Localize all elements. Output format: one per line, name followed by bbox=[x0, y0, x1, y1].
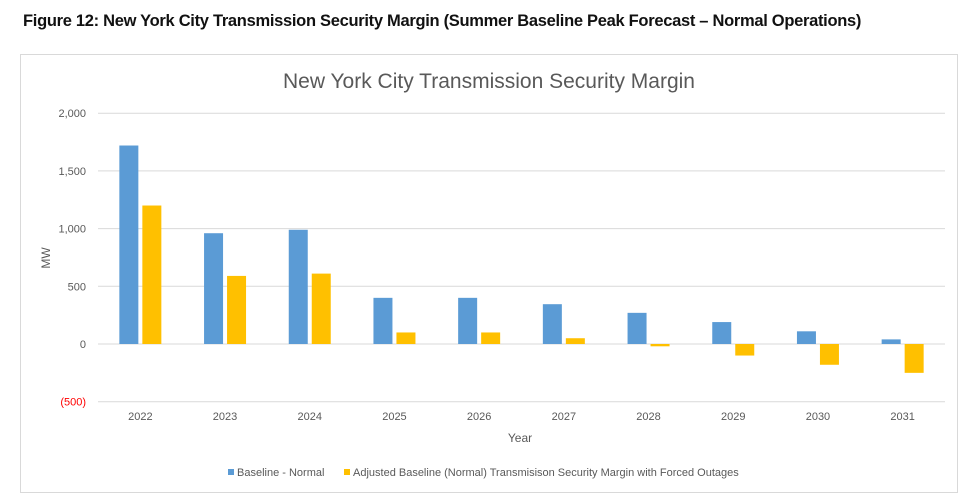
bar-adjusted-2025 bbox=[396, 332, 416, 344]
x-tick-label: 2023 bbox=[213, 411, 237, 423]
bar-baseline-2022 bbox=[119, 145, 139, 344]
y-tick-label: (500) bbox=[60, 397, 86, 409]
legend: Baseline - Normal Adjusted Baseline (Norm… bbox=[228, 467, 739, 479]
y-tick-label: 1,500 bbox=[58, 166, 86, 178]
bar-baseline-2028 bbox=[627, 312, 647, 344]
bar-adjusted-2030 bbox=[819, 344, 839, 365]
bar-baseline-2029 bbox=[712, 322, 732, 344]
bar-baseline-2030 bbox=[796, 331, 816, 344]
bar-adjusted-2028 bbox=[650, 344, 670, 347]
legend-swatch bbox=[344, 469, 350, 475]
bar-baseline-2031 bbox=[881, 339, 901, 344]
x-tick-label: 2030 bbox=[806, 411, 830, 423]
y-tick-labels: 2,000 1,500 1,000 500 0 (500) bbox=[58, 108, 86, 409]
bar-baseline-2023 bbox=[204, 233, 224, 344]
x-axis-label: Year bbox=[508, 431, 532, 445]
chart-frame bbox=[20, 54, 958, 493]
bar-adjusted-2022 bbox=[142, 205, 162, 344]
bar-baseline-2026 bbox=[458, 297, 478, 344]
bar-baseline-2024 bbox=[288, 229, 308, 344]
x-tick-label: 2024 bbox=[298, 411, 322, 423]
bar-adjusted-2026 bbox=[481, 332, 501, 344]
bars bbox=[119, 145, 924, 373]
bar-baseline-2025 bbox=[373, 297, 393, 344]
y-tick-label: 0 bbox=[80, 339, 86, 351]
y-tick-label: 1,000 bbox=[58, 224, 86, 236]
bar-adjusted-2023 bbox=[227, 275, 247, 344]
bar-baseline-2027 bbox=[542, 304, 562, 344]
x-tick-label: 2027 bbox=[552, 411, 576, 423]
x-tick-label: 2022 bbox=[128, 411, 152, 423]
bar-adjusted-2031 bbox=[904, 344, 924, 373]
chart-title: New York City Transmission Security Marg… bbox=[283, 70, 695, 93]
x-tick-label: 2025 bbox=[382, 411, 406, 423]
x-tick-label: 2031 bbox=[890, 411, 914, 423]
legend-label: Baseline - Normal bbox=[237, 467, 324, 479]
y-tick-label: 500 bbox=[68, 281, 86, 293]
y-axis-label: MW bbox=[39, 247, 53, 269]
figure-caption: Figure 12: New York City Transmission Se… bbox=[23, 12, 862, 30]
x-tick-label: 2029 bbox=[721, 411, 745, 423]
bar-adjusted-2024 bbox=[311, 273, 331, 344]
legend-swatch bbox=[228, 469, 234, 475]
x-tick-labels: 2022 2023 2024 2025 2026 2027 2028 2029 2030 2031 bbox=[128, 411, 915, 423]
gridlines bbox=[98, 112, 945, 403]
bar-adjusted-2027 bbox=[565, 338, 585, 344]
x-tick-label: 2026 bbox=[467, 411, 491, 423]
y-tick-label: 2,000 bbox=[58, 108, 86, 120]
x-tick-label: 2028 bbox=[636, 411, 660, 423]
bar-adjusted-2029 bbox=[735, 344, 755, 356]
legend-label: Adjusted Baseline (Normal) Transmisison … bbox=[353, 467, 739, 479]
